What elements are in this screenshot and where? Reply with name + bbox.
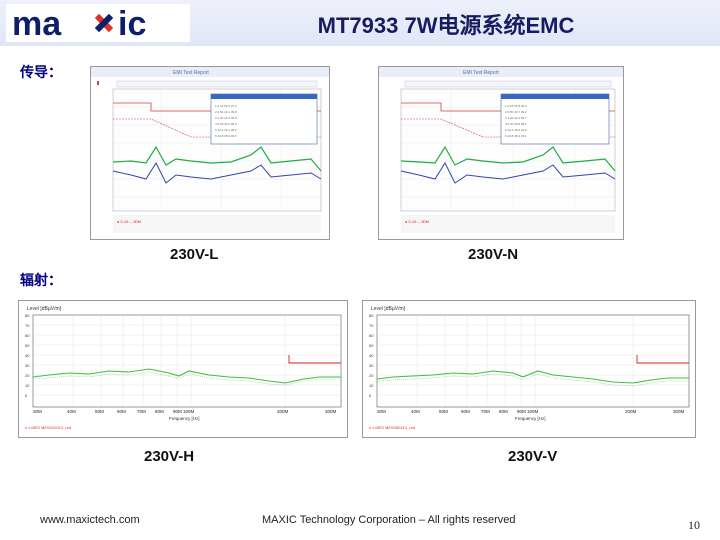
slide-title: MT7933 7W电源系统EMC (317, 13, 575, 38)
svg-text:4 5.30 43.2 38.4: 4 5.30 43.2 38.4 (215, 122, 237, 126)
svg-text:40: 40 (25, 353, 30, 358)
page-number: 10 (688, 518, 700, 532)
conducted-l-screenshot: EMI Test Report 1 0.15 52.3 47.2 2 0.50 4… (90, 66, 330, 240)
svg-text:0: 0 (25, 393, 28, 398)
svg-text:60: 60 (25, 333, 30, 338)
svg-text:80: 80 (25, 313, 30, 318)
svg-text:70M: 70M (137, 409, 146, 414)
svg-text:60: 60 (369, 333, 374, 338)
radiated-v-screenshot: Level [dBµV/m] 80 70 60 50 40 30 20 10 0 30M 40M… (362, 300, 696, 438)
svg-text:60M: 60M (117, 409, 126, 414)
svg-text:30: 30 (25, 363, 30, 368)
svg-text:40M: 40M (411, 409, 420, 414)
svg-text:20: 20 (369, 373, 374, 378)
svg-text:60M: 60M (461, 409, 470, 414)
slide-header: ma ic MT7933 7W电源系统EMC (0, 0, 720, 46)
conducted-n-screenshot: EMI Test Report 1 0.15 51.8 46.9 2 0.50 4… (378, 66, 624, 240)
conducted-section-label: 传导： (20, 65, 62, 81)
svg-text:300M: 300M (673, 409, 685, 414)
svg-text:50M: 50M (439, 409, 448, 414)
svg-text:40M: 40M (67, 409, 76, 414)
radiated-h-x-label: Frequency [Hz] (169, 416, 200, 421)
svg-text:300M: 300M (325, 409, 337, 414)
svg-text:x x MES MES050413_red: x x MES MES050413_red (369, 425, 415, 430)
svg-text:1 0.15 51.8 46.9: 1 0.15 51.8 46.9 (505, 104, 527, 108)
svg-text:10: 10 (25, 383, 30, 388)
svg-text:30M: 30M (377, 409, 386, 414)
svg-text:80M: 80M (155, 409, 164, 414)
svg-text:80: 80 (369, 313, 374, 318)
svg-text:ic: ic (118, 5, 146, 42)
svg-text:EMI Test Report: EMI Test Report (173, 70, 209, 76)
svg-text:5 12.4 39.6 34.9: 5 12.4 39.6 34.9 (505, 128, 527, 132)
caption-radiated-h: 230V-H (144, 448, 195, 465)
radiated-h-level-label: Level [dBµV/m] (27, 306, 62, 312)
svg-text:90M 100M: 90M 100M (173, 409, 195, 414)
svg-text:80M: 80M (499, 409, 508, 414)
radiated-section-label: 辐射： (20, 273, 62, 289)
radiated-v-level-label: Level [dBµV/m] (371, 306, 406, 312)
svg-text:5 12.4 40.1 35.2: 5 12.4 40.1 35.2 (215, 128, 237, 132)
svg-text:30M: 30M (33, 409, 42, 414)
svg-text:50: 50 (369, 343, 374, 348)
svg-text:2 0.50 43.7 39.2: 2 0.50 43.7 39.2 (505, 110, 527, 114)
svg-text:EMI Test Report: EMI Test Report (463, 70, 499, 76)
conducted-l-plot: EMI Test Report 1 0.15 52.3 47.2 2 0.50 4… (91, 67, 329, 233)
svg-text:x x MES MES410013_red: x x MES MES410013_red (25, 425, 71, 430)
conducted-n-plot: EMI Test Report 1 0.15 51.8 46.9 2 0.50 4… (379, 67, 623, 233)
footer-website: www.maxictech.com (40, 514, 140, 526)
svg-text:50M: 50M (95, 409, 104, 414)
svg-text:200M: 200M (277, 409, 289, 414)
radiated-v-x-label: Frequency [Hz] (515, 416, 546, 421)
svg-text:10: 10 (369, 383, 374, 388)
svg-text:6 24.8 38.9 33.6: 6 24.8 38.9 33.6 (215, 134, 237, 138)
caption-conducted-l: 230V-L (170, 246, 219, 263)
caption-conducted-n: 230V-N (468, 246, 519, 263)
svg-text:90M 100M: 90M 100M (517, 409, 539, 414)
svg-text:20: 20 (25, 373, 30, 378)
svg-text:200M: 200M (625, 409, 637, 414)
svg-text:30: 30 (369, 363, 374, 368)
svg-text:3 1.20 41.6 36.0: 3 1.20 41.6 36.0 (215, 116, 237, 120)
maxic-logo: ma ic (6, 4, 190, 42)
svg-text:40: 40 (369, 353, 374, 358)
svg-text:1 0.15 52.3 47.2: 1 0.15 52.3 47.2 (215, 104, 237, 108)
radiated-v-plot: Level [dBµV/m] 80 70 60 50 40 30 20 10 0 30M 40M… (369, 306, 690, 430)
radiated-h-screenshot: Level [dBµV/m] 80 70 60 50 40 30 20 10 0 30M 40M… (18, 300, 348, 438)
svg-text:6 24.8 38.3 33.1: 6 24.8 38.3 33.1 (505, 134, 527, 138)
svg-text:70: 70 (369, 323, 374, 328)
svg-text:ma: ma (12, 5, 62, 42)
svg-text:2 0.50 44.1 39.8: 2 0.50 44.1 39.8 (215, 110, 237, 114)
svg-text:70M: 70M (481, 409, 490, 414)
footer-copyright: MAXIC Technology Corporation – All right… (262, 514, 516, 526)
caption-radiated-v: 230V-V (508, 448, 558, 465)
svg-text:0: 0 (369, 393, 372, 398)
svg-text:● 0.15 -- 30M: ● 0.15 -- 30M (117, 219, 141, 224)
svg-text:4 5.30 42.8 38.1: 4 5.30 42.8 38.1 (505, 122, 527, 126)
svg-text:50: 50 (25, 343, 30, 348)
svg-text:● 0.15 -- 30M: ● 0.15 -- 30M (405, 219, 429, 224)
svg-text:3 1.20 41.0 35.7: 3 1.20 41.0 35.7 (505, 116, 527, 120)
radiated-h-plot: Level [dBµV/m] 80 70 60 50 40 30 20 10 0 30M 40M… (25, 306, 342, 430)
svg-text:70: 70 (25, 323, 30, 328)
